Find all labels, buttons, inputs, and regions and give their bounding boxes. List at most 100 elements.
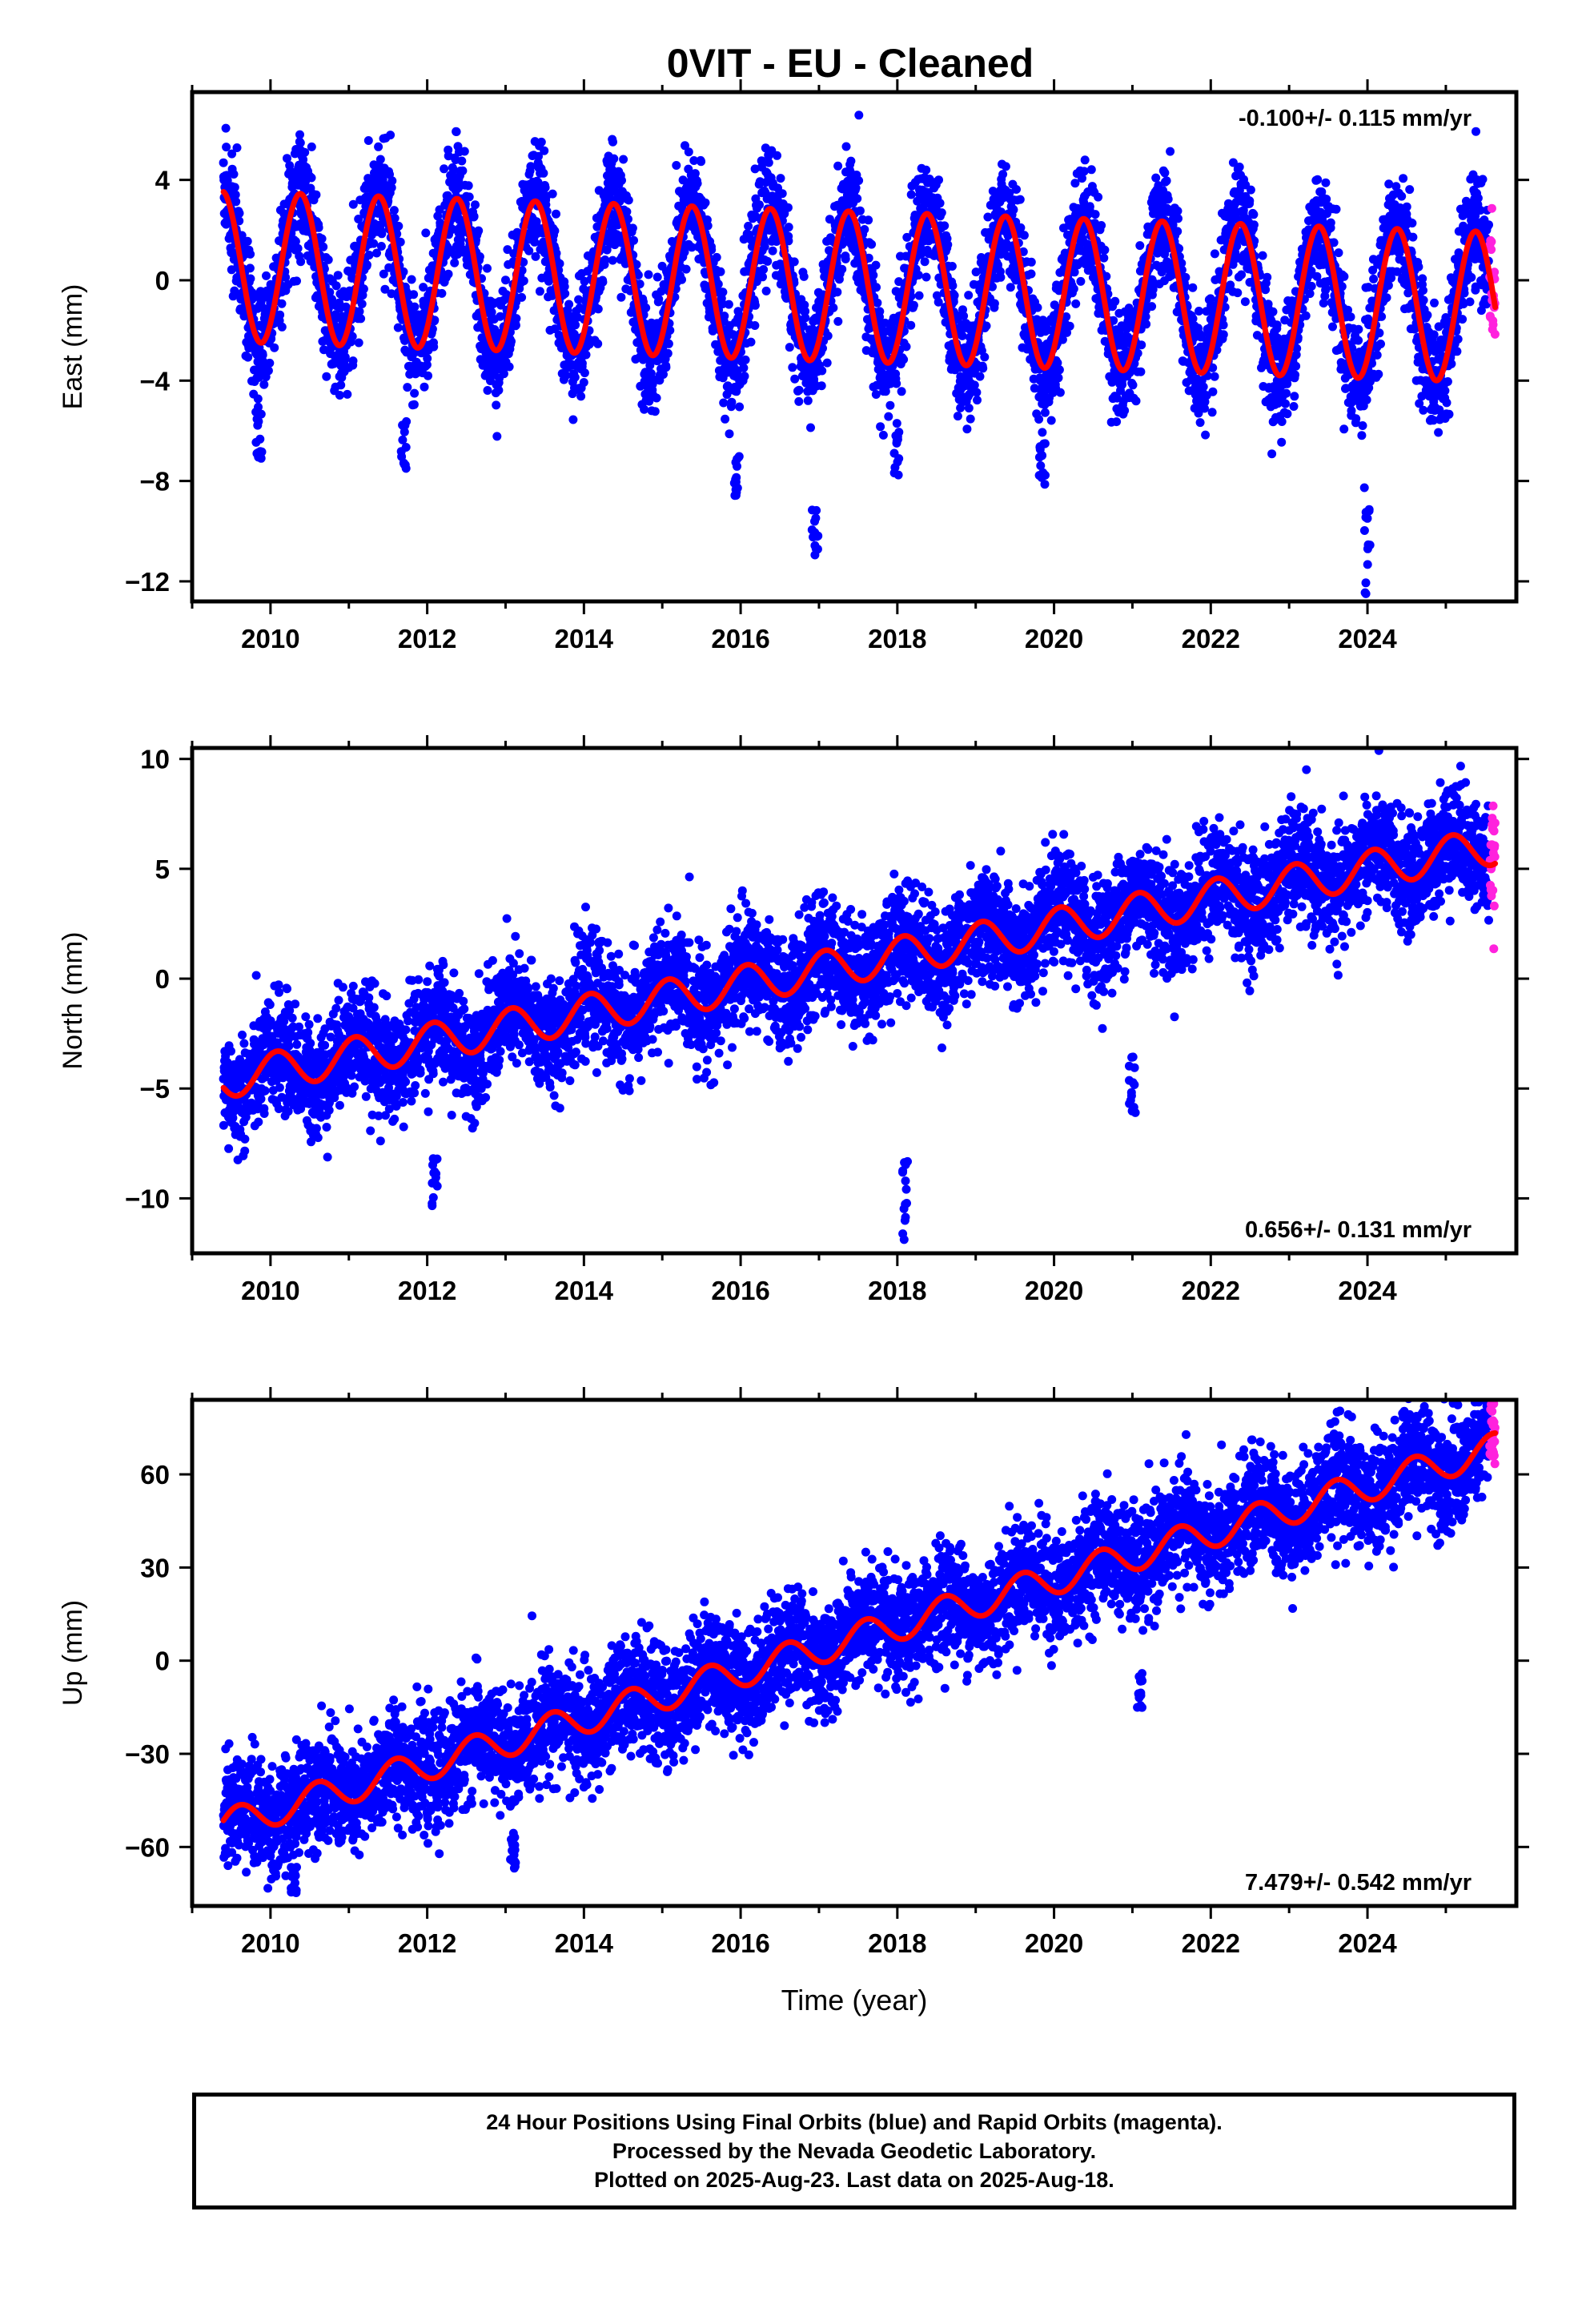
data-point [1054, 365, 1064, 375]
data-point [869, 271, 878, 280]
data-point [701, 198, 710, 207]
data-point [617, 175, 626, 185]
data-point [540, 146, 549, 155]
data-point [921, 165, 931, 175]
data-point [572, 312, 582, 322]
data-point [906, 320, 916, 330]
data-point [454, 183, 464, 193]
data-point [262, 271, 271, 280]
data-point [336, 380, 346, 390]
data-point [953, 412, 962, 421]
data-point [331, 281, 341, 291]
data-point [1188, 283, 1198, 292]
data-point [855, 206, 865, 215]
data-point [535, 287, 544, 296]
data-point [799, 271, 809, 281]
data-point [598, 277, 608, 287]
data-point [296, 257, 306, 267]
data-point [471, 200, 480, 210]
data-point [1026, 257, 1036, 267]
data-point [725, 429, 734, 439]
data-point [878, 430, 888, 440]
data-point [783, 203, 793, 212]
data-point [1085, 202, 1094, 211]
data-point [1258, 251, 1267, 260]
data-point [354, 338, 363, 348]
data-point [1012, 185, 1021, 194]
data-point [1099, 253, 1109, 263]
data-point [410, 388, 420, 398]
data-point [372, 248, 381, 258]
data-point [452, 127, 461, 136]
data-point [1142, 320, 1151, 329]
data-point [1131, 396, 1141, 406]
data-point [624, 215, 632, 224]
data-point [560, 289, 570, 299]
data-point [424, 371, 432, 380]
data-point [512, 314, 521, 324]
data-point [998, 170, 1008, 179]
data-point [909, 300, 918, 310]
data-point [1290, 392, 1299, 401]
data-point [327, 295, 336, 304]
data-point [759, 265, 769, 274]
data-point [784, 223, 793, 232]
data-point [950, 291, 959, 300]
data-point [663, 348, 673, 358]
data-point [687, 243, 697, 252]
data-point [867, 239, 877, 249]
data-point [550, 226, 560, 235]
data-point [593, 339, 603, 348]
data-point [387, 183, 396, 192]
data-point [593, 304, 603, 314]
data-point [947, 262, 957, 271]
data-point [901, 342, 911, 352]
data-point [1137, 340, 1146, 350]
data-point [876, 422, 885, 432]
data-point [1065, 321, 1074, 331]
data-point [387, 289, 396, 299]
data-point [237, 231, 247, 240]
data-point [487, 308, 496, 317]
data-point [1289, 402, 1299, 411]
data-point [420, 382, 429, 392]
data-point [474, 226, 484, 235]
data-point [982, 321, 991, 331]
data-point [430, 316, 440, 325]
data-point [1263, 272, 1272, 282]
data-point [1207, 408, 1217, 417]
data-point [697, 157, 706, 167]
data-point [511, 320, 520, 330]
data-point [293, 243, 303, 253]
data-point [823, 331, 833, 340]
data-point [531, 251, 540, 261]
data-point [541, 200, 551, 209]
data-point [277, 322, 287, 332]
data-point [277, 299, 287, 308]
data-point [492, 400, 501, 410]
data-point [265, 358, 275, 368]
data-point [764, 158, 773, 167]
data-point [1079, 167, 1089, 176]
data-point [1173, 207, 1182, 215]
data-point [958, 331, 967, 340]
data-point [422, 360, 432, 369]
data-point [243, 352, 253, 362]
data-point [335, 391, 344, 400]
data-point [761, 286, 771, 296]
data-point [964, 291, 974, 300]
data-point [1201, 430, 1211, 440]
data-point [712, 252, 721, 262]
data-point [817, 381, 826, 391]
data-point [314, 223, 323, 232]
data-point [429, 342, 439, 352]
data-point [577, 359, 587, 368]
data-point [245, 263, 255, 273]
data-point [1219, 320, 1228, 330]
data-point [1009, 205, 1018, 215]
data-point [483, 263, 492, 273]
data-point [854, 111, 864, 120]
data-point [540, 183, 550, 192]
data-point [291, 237, 300, 246]
